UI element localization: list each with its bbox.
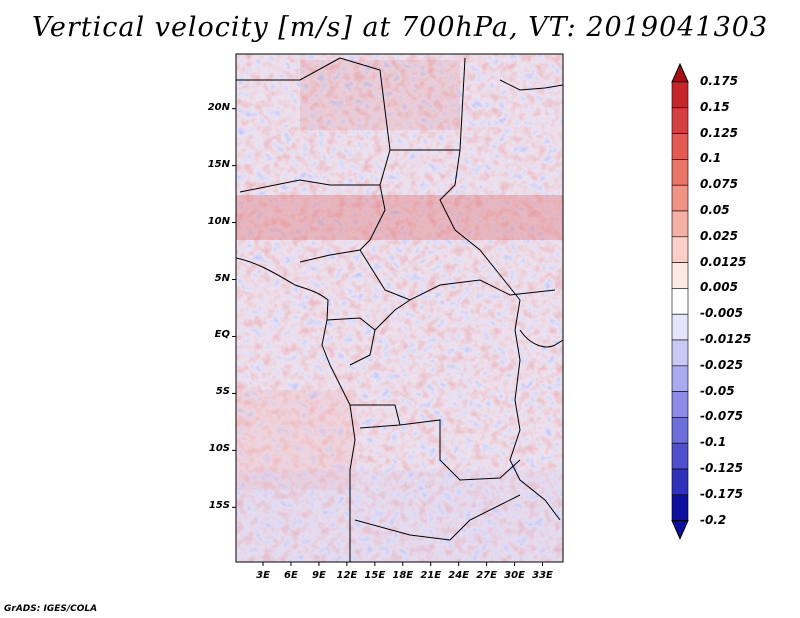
colorbar-label: 0.125 [700, 125, 738, 140]
lon-tick-label: 3E [256, 570, 270, 581]
colorbar-swatch [671, 133, 689, 160]
colorbar-label: 0.025 [700, 228, 738, 243]
colorbar-label: 0.005 [700, 280, 738, 295]
colorbar-label: -0.005 [700, 306, 743, 321]
lon-tick-label: 24E [448, 570, 470, 581]
lat-tick-label: EQ [214, 329, 230, 341]
colorbar-swatch [671, 417, 689, 444]
lon-tick-label: 21E [420, 570, 442, 581]
lon-tick-label: 6E [284, 570, 298, 581]
colorbar [671, 62, 689, 540]
colorbar-swatch [671, 391, 689, 418]
colorbar-label: -0.2 [700, 512, 727, 527]
colorbar-label: -0.075 [700, 409, 743, 424]
colorbar-label: 0.075 [700, 177, 738, 192]
colorbar-swatch [671, 494, 689, 521]
colorbar-min-arrow [671, 520, 689, 540]
colorbar-swatch [671, 159, 689, 186]
lon-tick-label: 33E [532, 570, 553, 581]
colorbar-label: -0.125 [700, 461, 743, 475]
colorbar-label: 0.05 [700, 203, 730, 217]
lat-tick-label: 5N [214, 272, 230, 284]
lon-tick-label: 9E [312, 570, 326, 581]
lon-tick-label: 27E [476, 570, 497, 581]
colorbar-label: -0.05 [700, 383, 735, 398]
colorbar-label: 0.0125 [700, 254, 747, 269]
colorbar-swatch [671, 262, 689, 289]
lat-tick-label: 15S [208, 500, 230, 512]
colorbar-label: 0.15 [700, 99, 730, 114]
lat-tick-label: 5S [215, 386, 230, 398]
lat-tick-label: 10S [208, 443, 230, 455]
colorbar-swatch [671, 339, 689, 367]
colorbar-swatch [671, 81, 689, 109]
colorbar-swatch [671, 442, 689, 470]
colorbar-swatch [671, 184, 689, 212]
map-frame [235, 53, 564, 563]
velocity-field [236, 54, 563, 562]
lat-tick-label: 20N [207, 101, 230, 113]
map-title: Vertical velocity [m/s] at 700hPa, VT: 2… [31, 12, 769, 43]
colorbar-label: 0.1 [700, 151, 722, 166]
colorbar-swatch [671, 468, 689, 496]
colorbar-label: 0.175 [700, 74, 738, 88]
colorbar-label: -0.025 [700, 357, 743, 372]
lat-tick-label: 10N [207, 215, 230, 227]
colorbar-swatch [671, 365, 689, 392]
colorbar-swatch [671, 236, 689, 263]
colorbar-swatch [671, 313, 689, 341]
colorbar-label: -0.175 [700, 486, 743, 501]
lat-tick-label: 15N [207, 158, 230, 170]
colorbar-max-arrow [671, 62, 689, 83]
colorbar-swatch [671, 210, 689, 238]
colorbar-label: -0.1 [700, 435, 727, 450]
lon-tick-label: 18E [392, 570, 414, 581]
colorbar-label: -0.0125 [700, 332, 752, 346]
coastlines-borders [236, 57, 563, 562]
axis-ticks [232, 108, 544, 566]
lon-tick-label: 30E [504, 570, 525, 581]
colorbar-swatch [671, 107, 689, 134]
grads-credit: GrADS: IGES/COLA [4, 604, 98, 614]
colorbar-swatch [671, 288, 689, 315]
lon-tick-label: 12E [336, 570, 358, 581]
lon-tick-label: 15E [364, 570, 386, 581]
